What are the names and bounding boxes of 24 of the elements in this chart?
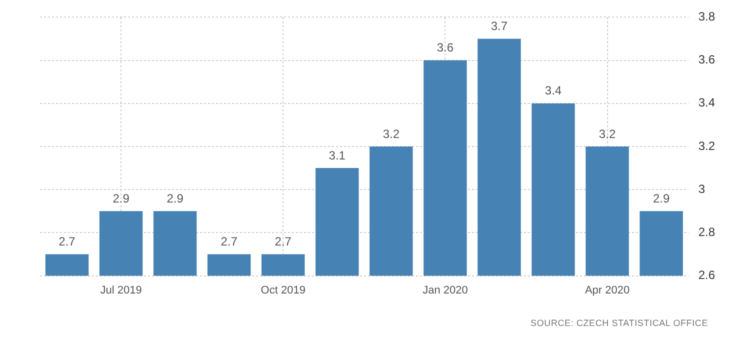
data-label: 3.2 [382,126,400,141]
data-label: 3.4 [544,84,562,98]
data-label: 2.9 [652,191,670,206]
y-tick-label: 3.2 [698,138,716,153]
y-tick-label: 2.6 [698,268,716,282]
x-tick-label: Jan 2020 [422,284,468,296]
y-tick-label: 3.6 [698,52,716,67]
y-tick-label: 3 [698,182,706,196]
y-tick-label: 3.8 [698,10,716,24]
data-label: 2.7 [274,234,292,249]
data-label: 3.1 [328,148,346,162]
data-label: 2.7 [58,234,76,249]
data-label: 2.9 [166,191,184,206]
data-label: 2.7 [220,234,238,249]
x-tick-label: Jul 2019 [100,284,142,296]
x-tick-label: Oct 2019 [260,284,306,296]
data-label: 3.6 [436,40,454,55]
y-tick-label: 3.4 [698,96,716,110]
data-label: 3.2 [598,126,616,141]
data-label: 2.9 [112,191,130,206]
x-tick-label: Apr 2020 [584,284,630,296]
y-tick-label: 2.8 [698,225,716,240]
data-label: 3.7 [490,19,508,34]
source-note: SOURCE: CZECH STATISTICAL OFFICE [530,318,708,328]
